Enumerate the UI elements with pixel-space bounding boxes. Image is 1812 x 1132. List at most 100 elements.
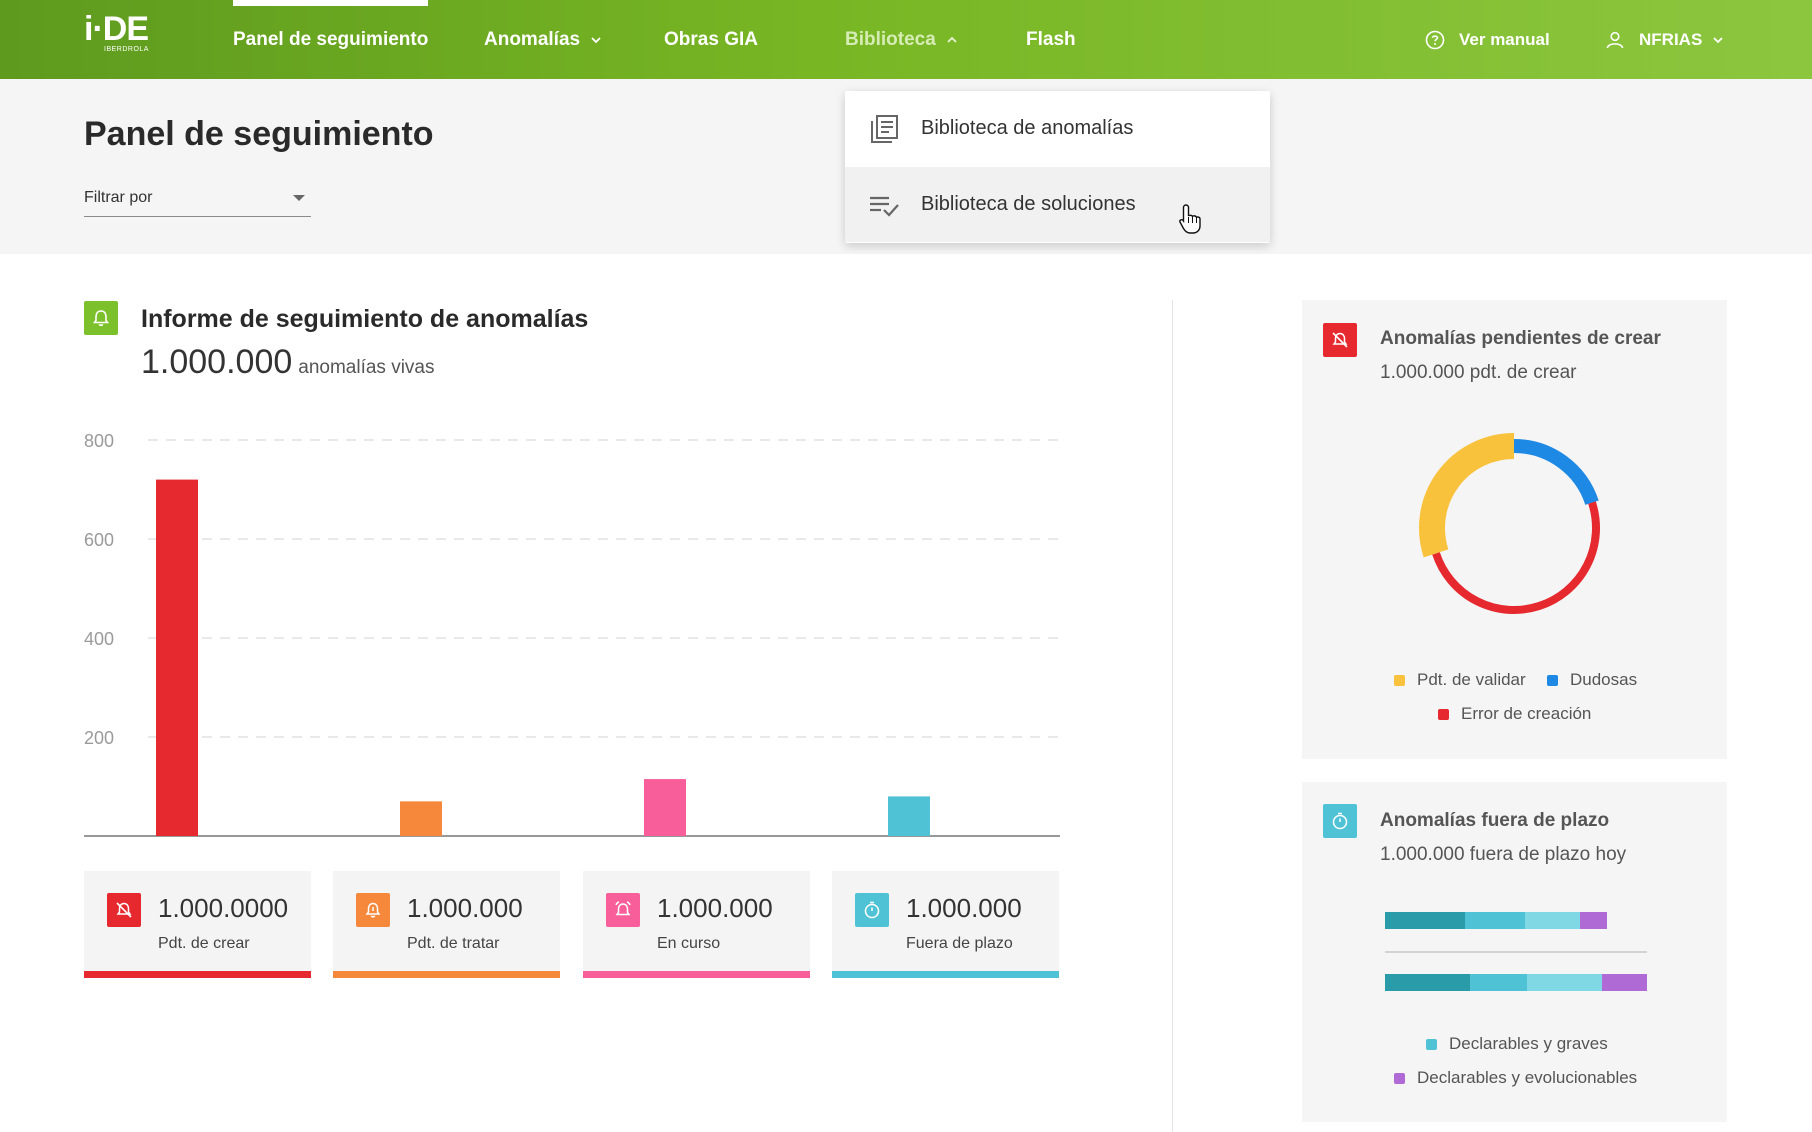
report-bell-badge [84, 301, 118, 335]
stat-card-fuera-plazo[interactable]: 1.000.000 Fuera de plazo [832, 871, 1059, 978]
nav-label: Anomalías [484, 28, 581, 50]
logo-text: i·DE [84, 10, 149, 48]
stat-card-pdt-tratar[interactable]: 1.000.000 Pdt. de tratar [333, 871, 560, 978]
pending-card-title: Anomalías pendientes de crear [1380, 328, 1661, 349]
help-circle-icon [1425, 30, 1445, 49]
stat-label: Pdt. de tratar [407, 935, 500, 952]
biblioteca-dropdown: Biblioteca de anomalías Biblioteca de so… [845, 91, 1270, 243]
overdue-card: Anomalías fuera de plazo 1.000.000 fuera… [1302, 782, 1727, 1122]
filter-placeholder: Filtrar por [84, 189, 153, 206]
stat-color-bar [583, 971, 810, 978]
menu-item-biblioteca-anomalias[interactable]: Biblioteca de anomalías [845, 91, 1270, 166]
chevron-down-icon [591, 36, 601, 43]
bar-2-segment-1[interactable] [1385, 974, 1470, 991]
bell-icon [356, 893, 390, 927]
y-tick-label: 600 [84, 530, 114, 550]
stat-value: 1.000.0000 [158, 893, 289, 923]
bar-1-segment-4[interactable] [1580, 912, 1607, 929]
nav-label: Panel de seguimiento [233, 28, 429, 50]
bar-chart-svg: 200 400 600 800 [84, 431, 1060, 837]
nav-label: Biblioteca [845, 28, 936, 50]
legend-declarables-evolucionables: Declarables y evolucionables [1394, 1068, 1637, 1088]
hand-cursor-icon [1179, 204, 1201, 234]
top-navbar: i·DE IBERDROLA Panel de seguimiento Anom… [0, 0, 1812, 79]
nav-anomalias[interactable]: Anomalías [484, 0, 602, 79]
donut-slice-2[interactable] [1513, 439, 1599, 506]
legend-label: Declarables y graves [1449, 1034, 1608, 1053]
bar-4[interactable] [888, 796, 930, 836]
legend-dot [1394, 1072, 1405, 1084]
nav-obras-gia[interactable]: Obras GIA [664, 0, 758, 79]
stat-label: Fuera de plazo [906, 935, 1013, 952]
bar-1[interactable] [156, 479, 198, 836]
stat-card-en-curso[interactable]: 1.000.000 En curso [583, 871, 810, 978]
y-tick-label: 400 [84, 629, 114, 649]
legend-declarables-graves: Declarables y graves [1426, 1034, 1608, 1054]
chevron-up-icon [947, 36, 957, 43]
stat-color-bar [832, 971, 1059, 978]
stat-color-bar [84, 971, 311, 978]
legend-label: Error de creación [1461, 704, 1592, 723]
menu-item-label: Biblioteca de soluciones [921, 193, 1136, 215]
stat-card-pdt-crear[interactable]: 1.000.0000 Pdt. de crear [84, 871, 311, 978]
legend-dot [1394, 674, 1405, 686]
stat-value: 1.000.000 [407, 893, 523, 923]
timer-icon [1323, 804, 1357, 838]
ver-manual-label: Ver manual [1459, 29, 1550, 49]
library-books-icon [871, 114, 898, 143]
chevron-down-icon [1713, 36, 1723, 43]
bar-2[interactable] [400, 801, 442, 836]
pending-create-card: Anomalías pendientes de crear 1.000.000 … [1302, 300, 1727, 759]
nav-flash[interactable]: Flash [1026, 0, 1076, 79]
bar-1-segment-3[interactable] [1525, 912, 1580, 929]
stat-color-bar [333, 971, 560, 978]
anomalies-bar-chart: 200 400 600 800 [84, 420, 1060, 840]
bar-1-segment-2[interactable] [1465, 912, 1525, 929]
donut-slice-1[interactable] [1419, 433, 1515, 558]
bell-icon [92, 310, 110, 327]
bar-3[interactable] [644, 779, 686, 836]
bell-off-icon [1323, 323, 1357, 357]
legend-label: Dudosas [1570, 670, 1638, 689]
stat-value: 1.000.000 [906, 893, 1022, 923]
stat-value: 1.000.000 [657, 893, 773, 923]
donut-slice-3[interactable] [1432, 501, 1600, 614]
timer-icon [855, 893, 889, 927]
nav-biblioteca[interactable]: Biblioteca [845, 0, 958, 79]
ide-logo[interactable]: i·DE IBERDROLA [84, 10, 164, 53]
ver-manual-link[interactable]: Ver manual [1425, 0, 1550, 79]
user-name: NFRIAS [1639, 29, 1703, 49]
report-count-suffix: anomalías vivas [298, 357, 435, 378]
report-title: Informe de seguimiento de anomalías [141, 305, 589, 333]
nav-panel-seguimiento[interactable]: Panel de seguimiento [233, 0, 428, 79]
nav-label: Flash [1026, 28, 1076, 50]
y-tick-label: 800 [84, 431, 114, 451]
playlist-check-icon [870, 196, 899, 217]
legend-label: Pdt. de validar [1417, 670, 1526, 689]
legend-label: Declarables y evolucionables [1417, 1068, 1638, 1087]
filter-select[interactable]: Filtrar por [84, 189, 311, 217]
alarm-icon [606, 893, 640, 927]
legend-error-creacion: Error de creación [1438, 704, 1591, 724]
legend-dot [1426, 1038, 1437, 1050]
stat-label: Pdt. de crear [158, 935, 250, 952]
legend-dot [1547, 674, 1558, 686]
bar-2-segment-3[interactable] [1527, 974, 1602, 991]
bar-2-segment-2[interactable] [1470, 974, 1527, 991]
legend-dudosas: Dudosas [1547, 670, 1637, 690]
menu-item-biblioteca-soluciones[interactable]: Biblioteca de soluciones [845, 167, 1270, 242]
user-icon [1606, 31, 1624, 48]
report-count-value: 1.000.000 [141, 343, 293, 381]
overdue-card-title: Anomalías fuera de plazo [1380, 810, 1610, 831]
bar-1-segment-1[interactable] [1385, 912, 1465, 929]
y-tick-label: 200 [84, 728, 114, 748]
donut-chart [1419, 433, 1600, 614]
vertical-divider [1172, 300, 1173, 1132]
nav-active-indicator [233, 0, 428, 6]
overdue-card-subtitle: 1.000.000 fuera de plazo hoy [1380, 844, 1627, 865]
report-count: 1.000.000 anomalías vivas [141, 343, 435, 382]
bar-2-segment-4[interactable] [1602, 974, 1647, 991]
pending-card-subtitle: 1.000.000 pdt. de crear [1380, 362, 1577, 383]
user-menu[interactable]: NFRIAS [1605, 0, 1724, 79]
overdue-stacked-bars [1385, 912, 1647, 991]
